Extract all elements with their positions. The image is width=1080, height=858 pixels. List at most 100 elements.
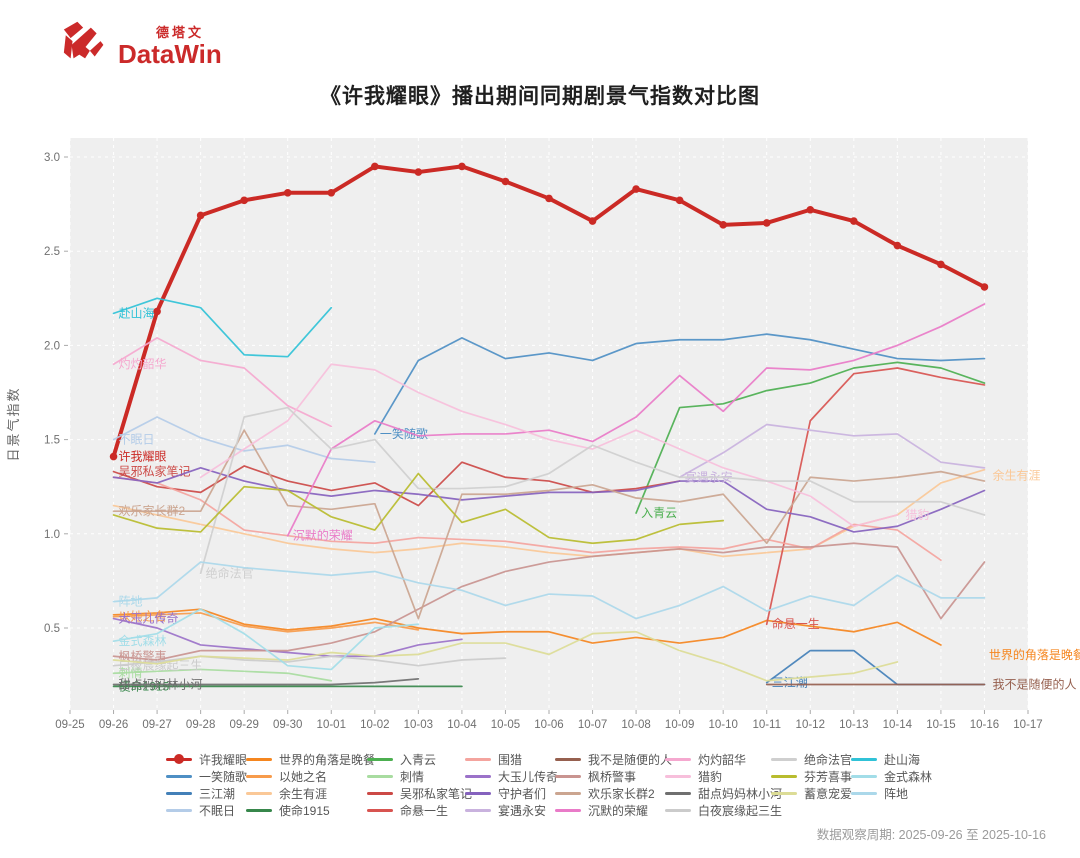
observation-period-note: 数据观察周期: 2025-09-26 至 2025-10-16 [816,828,1046,842]
legend-item-刺情[interactable]: 刺情 [367,769,472,784]
legend-swatch [771,774,797,778]
svg-text:3.0: 3.0 [44,152,60,164]
legend-item-入青云[interactable]: 入青云 [367,752,472,767]
legend-label: 使命1915 [279,803,330,818]
legend-item-绝命法官[interactable]: 绝命法官 [771,752,853,767]
legend-swatch [367,757,393,761]
legend-label: 三江潮 [199,786,236,801]
chart-legend: 许我耀眼 一笑随歌 三江潮 不眠日 世界的角落是晚餐 以她之名 余生有涯 使命1915 入青云刺… [166,752,966,820]
svg-text:10-07: 10-07 [578,719,607,731]
series-label-世界的角落是晚餐: 世界的角落是晚餐 [989,647,1080,662]
legend-item-金式森林[interactable]: 金式森林 [851,769,932,784]
svg-text:09-30: 09-30 [273,719,302,731]
legend-item-围猎[interactable]: 围猎 [465,752,558,767]
legend-label: 我不是随便的人 [588,752,673,767]
legend-swatch [367,791,393,795]
svg-text:09-26: 09-26 [99,719,128,731]
legend-column: 绝命法官芬芳喜事蓄意宠爱 [771,752,852,803]
svg-text:日景气指数: 日景气指数 [6,386,21,461]
svg-text:10-05: 10-05 [491,719,520,731]
svg-text:10-17: 10-17 [1013,719,1042,731]
series-label-金式森林: 金式森林 [119,633,167,648]
legend-swatch [771,757,797,761]
series-label-阵地: 阵地 [119,595,143,609]
legend-label: 绝命法官 [804,752,853,767]
legend-item-芬芳喜事[interactable]: 芬芳喜事 [771,769,852,784]
legend-swatch [851,757,877,761]
series-label-白夜宸缘起三生: 白夜宸缘起三生 [119,658,203,673]
legend-label: 赴山海 [884,752,921,767]
series-label-刺情: 刺情 [119,666,143,680]
legend-item-使命1915[interactable]: 使命1915 [246,803,375,818]
svg-text:09-29: 09-29 [229,719,258,731]
legend-item-蓄意宠爱[interactable]: 蓄意宠爱 [771,786,852,801]
legend-swatch [166,808,192,812]
legend-column: 灼灼韶华猎豹甜点妈妈林小河 白夜宸缘起三生 [665,752,782,820]
legend-column: 世界的角落是晚餐以她之名余生有涯使命1915 [246,752,375,820]
series-label-命悬一生: 命悬一生 [772,616,820,631]
svg-text:09-27: 09-27 [142,719,171,731]
legend-swatch [465,808,491,812]
svg-text:10-06: 10-06 [534,719,563,731]
legend-swatch [246,774,272,778]
legend-swatch [367,808,393,812]
legend-item-余生有涯[interactable]: 余生有涯 [246,786,375,801]
legend-item-猎豹[interactable]: 猎豹 [665,769,782,784]
legend-item-三江潮[interactable]: 三江潮 [166,786,247,801]
svg-text:10-09: 10-09 [665,719,694,731]
legend-swatch [166,774,192,778]
legend-swatch [465,757,491,761]
legend-item-灼灼韶华[interactable]: 灼灼韶华 [665,752,782,767]
legend-swatch [851,791,877,795]
legend-label: 枫桥警事 [588,769,637,784]
legend-item-宴遇永安[interactable]: 宴遇永安 [465,803,558,818]
legend-item-枫桥警事[interactable]: 枫桥警事 [555,769,672,784]
svg-text:10-10: 10-10 [708,719,737,731]
series-label-猎豹: 猎豹 [905,507,929,522]
series-label-灼灼韶华: 灼灼韶华 [119,356,167,371]
datawin-logo-icon [63,21,104,59]
svg-text:10-08: 10-08 [621,719,650,731]
legend-label: 余生有涯 [279,786,328,801]
legend-item-许我耀眼[interactable]: 许我耀眼 [166,752,247,767]
legend-swatch [555,791,581,795]
svg-text:10-01: 10-01 [317,719,346,731]
legend-swatch [665,808,691,812]
legend-swatch [665,774,691,778]
legend-item-命悬一生[interactable]: 命悬一生 [367,803,472,818]
legend-item-吴邪私家笔记[interactable]: 吴邪私家笔记 [367,786,472,801]
legend-item-欢乐家长群2[interactable]: 欢乐家长群2 [555,786,672,801]
legend-swatch [246,757,272,761]
logo-cn-text: 德塔文 [156,25,205,40]
legend-item-以她之名[interactable]: 以她之名 [246,769,375,784]
series-label-以她之名: 以她之名 [119,609,167,624]
legend-item-甜点妈妈林小河[interactable]: 甜点妈妈林小河 [665,786,782,801]
legend-label: 猎豹 [698,769,723,784]
legend-swatch [665,757,691,761]
legend-item-世界的角落是晚餐[interactable]: 世界的角落是晚餐 [246,752,376,767]
series-label-入青云: 入青云 [641,506,677,520]
legend-column: 我不是随便的人 枫桥警事欢乐家长群2 沉默的荣耀 [555,752,672,820]
logo-en-text: DataWin [118,39,222,69]
legend-item-大玉儿传奇[interactable]: 大玉儿传奇 [465,769,558,784]
series-label-枫桥警事: 枫桥警事 [119,648,167,663]
legend-item-白夜宸缘起三生[interactable]: 白夜宸缘起三生 [665,803,782,818]
legend-item-一笑随歌[interactable]: 一笑随歌 [166,769,247,784]
svg-text:09-28: 09-28 [186,719,215,731]
series-label-甜点妈妈林小河: 甜点妈妈林小河 [119,678,203,692]
legend-item-阵地[interactable]: 阵地 [851,786,932,801]
legend-swatch [771,791,797,795]
series-label-许我耀眼: 许我耀眼 [119,450,167,464]
legend-label: 世界的角落是晚餐 [279,752,376,767]
svg-text:0.5: 0.5 [44,623,60,635]
legend-column: 围猎大玉儿传奇守护者们宴遇永安 [465,752,558,820]
svg-text:10-03: 10-03 [404,719,433,731]
legend-item-不眠日[interactable]: 不眠日 [166,803,247,818]
legend-item-守护者们[interactable]: 守护者们 [465,786,558,801]
series-label-欢乐家长群2: 欢乐家长群2 [119,503,186,518]
legend-item-沉默的荣耀[interactable]: 沉默的荣耀 [555,803,672,818]
svg-text:10-12: 10-12 [796,719,825,731]
svg-text:2.0: 2.0 [44,340,60,352]
legend-item-我不是随便的人[interactable]: 我不是随便的人 [555,752,673,767]
legend-item-赴山海[interactable]: 赴山海 [851,752,932,767]
